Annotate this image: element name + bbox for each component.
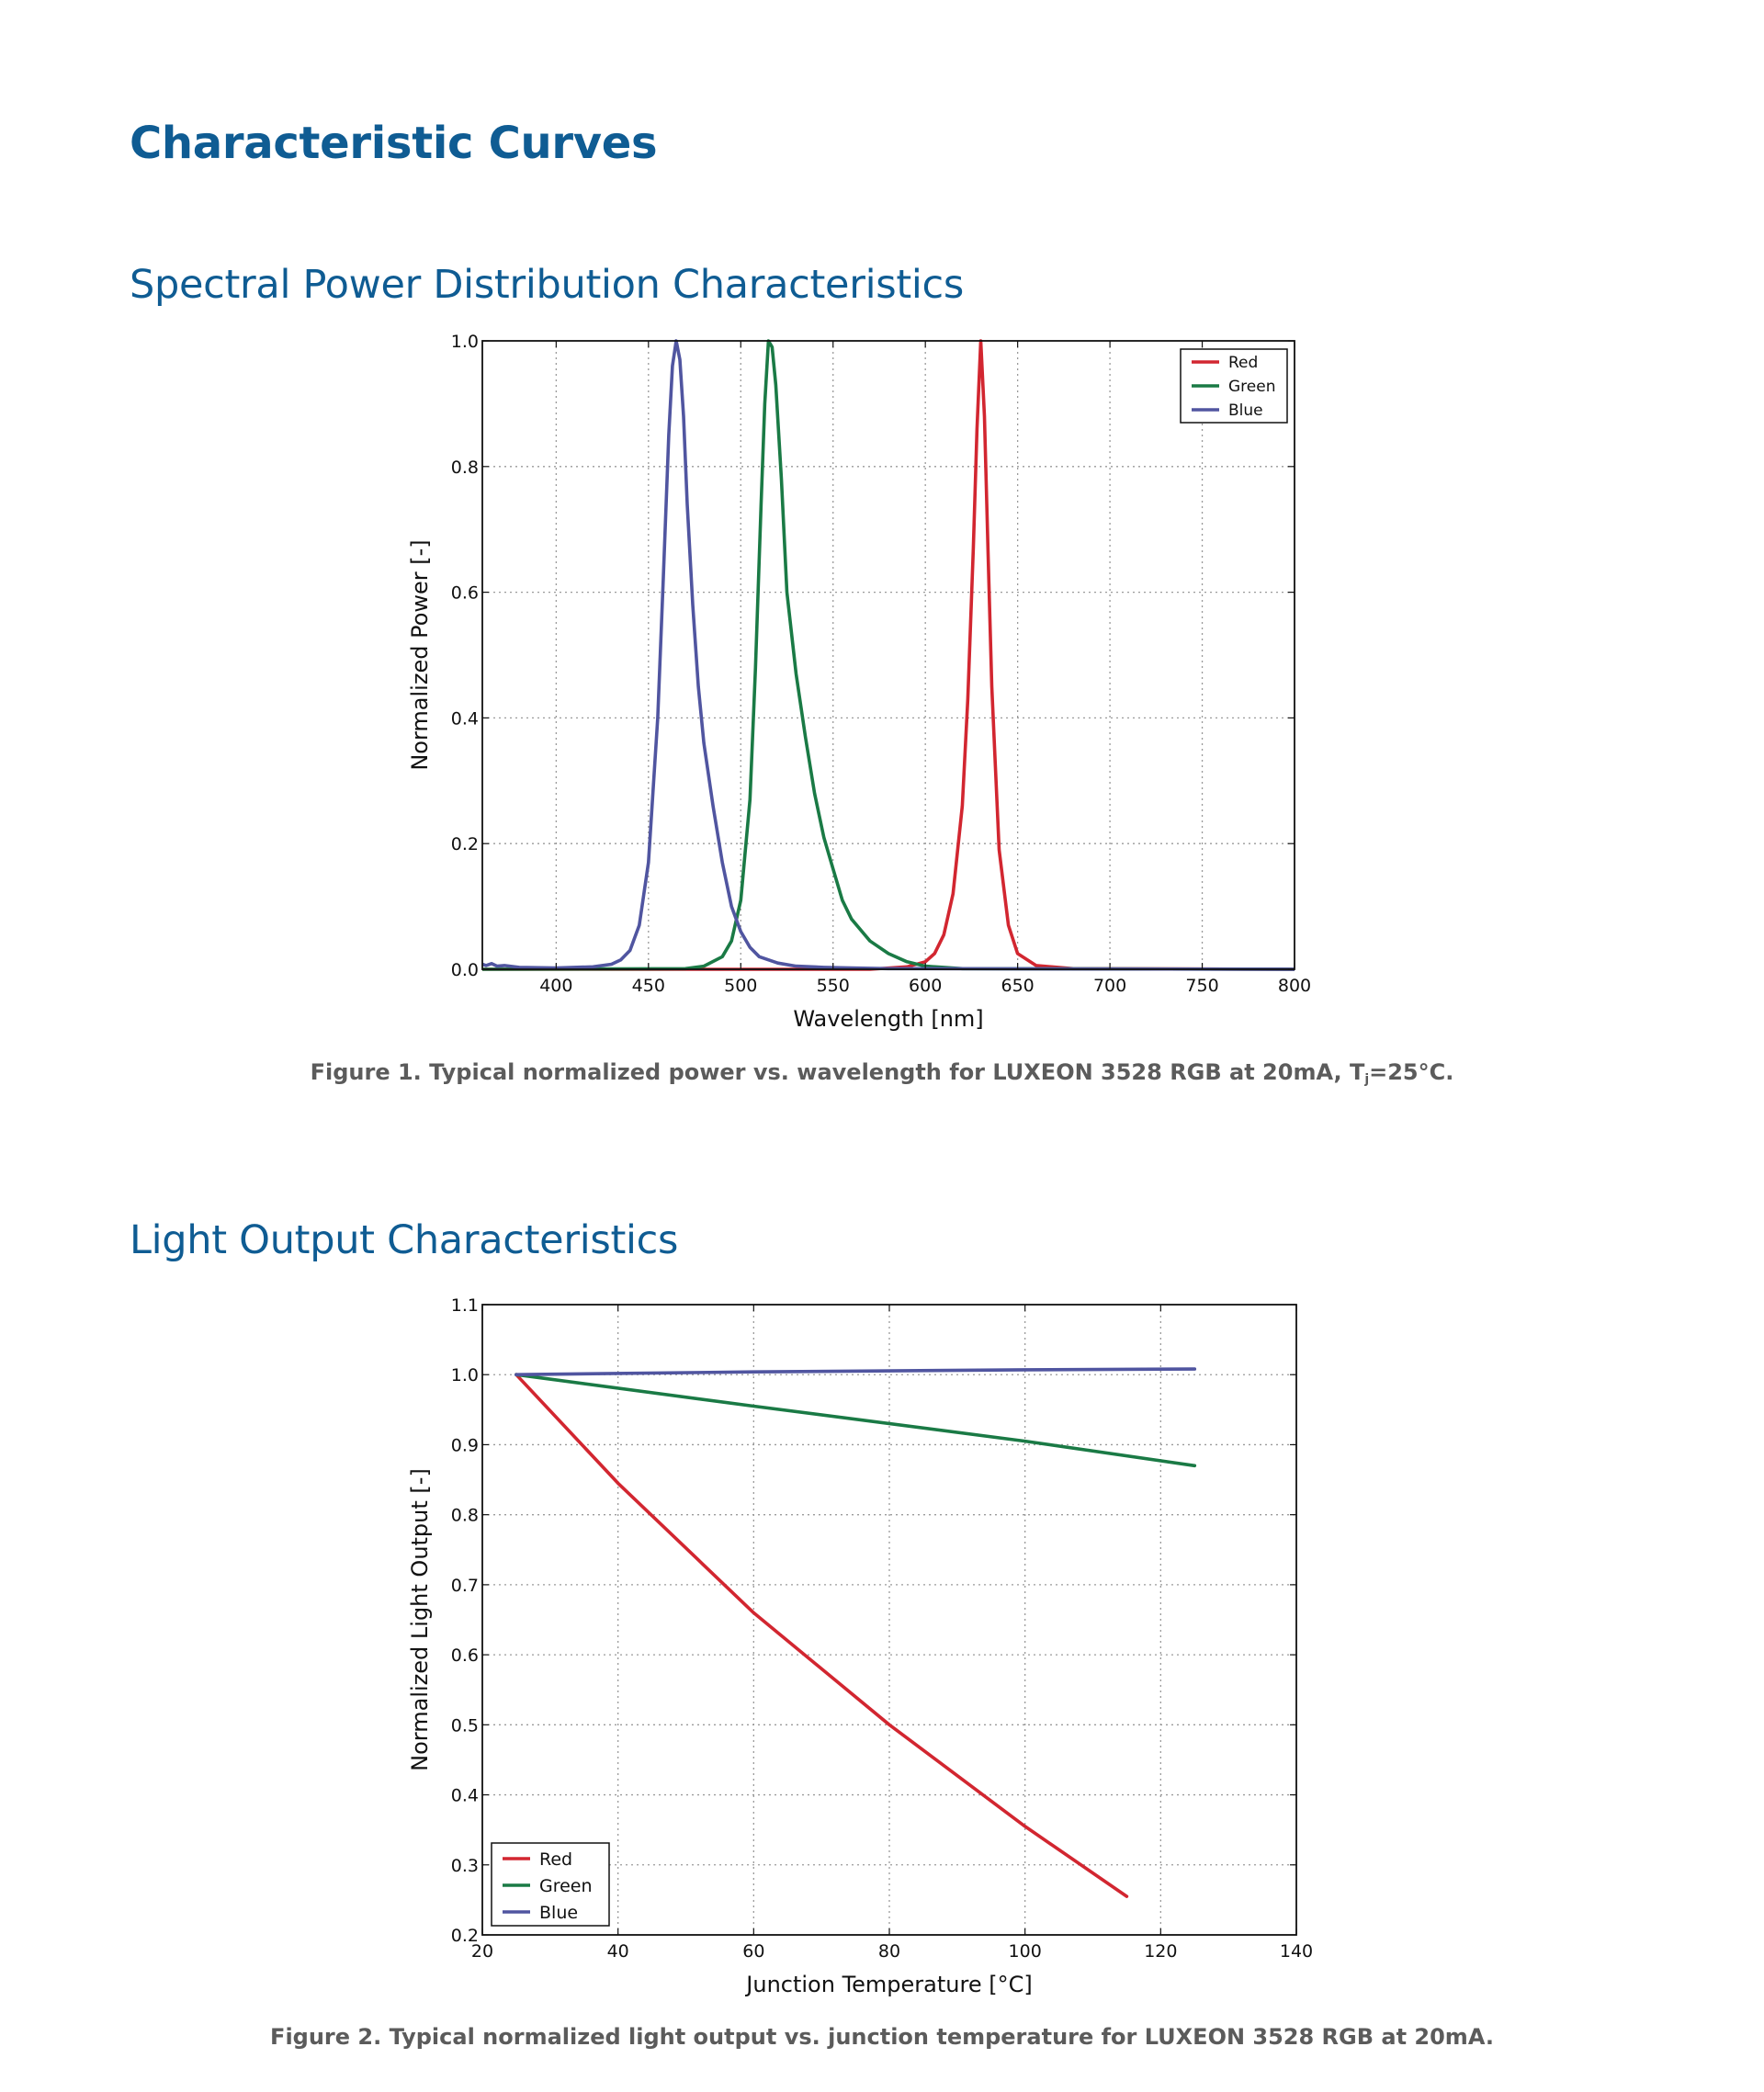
chart2-series-blue-line [514,1367,1197,1376]
chart2-xtick-label-4: 100 [1009,1941,1042,1962]
spectral-power-chart: 400 450 500 550 600 650 700 750 800 0.0 0.2 0.4 0.6 0… [407,332,1311,1032]
chart1-xtick-label-3: 550 [817,976,850,996]
page-title: Characteristic Curves [130,118,658,169]
chart2-legend-label-green: Green [539,1876,593,1896]
figure-1-caption: Figure 1. Typical normalized power vs. w… [0,1059,1764,1087]
chart2-ytick-label-9: 1.1 [451,1295,479,1316]
chart2-ytick-label-4: 0.6 [451,1645,479,1666]
chart1-ytick-label-4: 0.8 [451,458,479,478]
section-title-spectral: Spectral Power Distribution Characterist… [130,262,964,308]
chart2-xtick-label-3: 80 [878,1941,900,1962]
chart1-legend-label-red: Red [1228,354,1258,372]
chart2-xaxis-label: Junction Temperature [°C] [744,1972,1032,1997]
chart1-series-red-line [482,339,1295,971]
chart2-xtick-label-6: 140 [1280,1941,1313,1962]
chart1-series-green-line [482,339,1295,971]
chart1-ytick-label-2: 0.4 [451,708,479,729]
chart1-ytick-label-0: 0.0 [451,960,479,980]
chart1-xtick-label-4: 600 [909,976,942,996]
chart2-xtick-label-2: 60 [742,1941,764,1962]
chart1-legend-label-green: Green [1228,378,1275,396]
chart1-xtick-label-0: 400 [539,976,572,996]
chart2-ytick-label-2: 0.4 [451,1786,479,1806]
chart1-legend-label-blue: Blue [1228,401,1263,420]
chart2-ytick-label-6: 0.8 [451,1506,479,1526]
chart2-legend-label-blue: Blue [539,1903,578,1923]
chart2-xtick-label-0: 20 [471,1941,493,1962]
chart2-yaxis-label: Normalized Light Output [-] [407,1468,433,1771]
chart1-xtick-label-2: 500 [724,976,757,996]
figure-1-caption-text: Figure 1. Typical normalized power vs. w… [310,1059,1365,1085]
chart2-ytick-label-1: 0.3 [451,1856,479,1876]
chart2-legend-label-red: Red [539,1849,572,1870]
chart2-series-green-line [514,1373,1197,1468]
chart2-ytick-label-3: 0.5 [451,1715,479,1736]
chart1-xtick-label-7: 750 [1185,976,1218,996]
chart1-plot-frame [481,340,1295,970]
chart2-ytick-label-7: 0.9 [451,1435,479,1455]
chart1-yaxis-label: Normalized Power [-] [407,539,433,770]
chart2-ytick-label-0: 0.2 [451,1926,479,1946]
chart1-ytick-label-5: 1.0 [451,332,479,352]
chart2-series-red-line [514,1373,1129,1898]
chart2-ytick-label-5: 0.7 [451,1576,479,1596]
chart2-ytick-label-8: 1.0 [451,1365,479,1385]
figure-1-caption-subscript: j [1364,1072,1370,1087]
chart2-xtick-label-5: 120 [1144,1941,1177,1962]
chart1-xtick-label-1: 450 [632,976,665,996]
chart1-xaxis-label: Wavelength [nm] [793,1006,983,1032]
chart1-xtick-label-5: 650 [1001,976,1035,996]
figure-1-caption-end: =25°C. [1369,1059,1454,1085]
chart1-xtick-label-8: 800 [1278,976,1311,996]
chart1-xtick-label-6: 700 [1093,976,1126,996]
chart1-ytick-label-1: 0.2 [451,834,479,854]
figure-2-caption: Figure 2. Typical normalized light outpu… [270,2024,1494,2050]
chart2-xtick-label-1: 40 [607,1941,629,1962]
chart1-ytick-label-3: 0.6 [451,583,479,604]
section-title-light-output: Light Output Characteristics [130,1217,679,1263]
chart1-series-blue-line [482,339,1295,971]
light-output-chart: 20 40 60 80 100 120 140 0.2 0.3 0.4 0.5 0.6 0.7 0.8 0.… [407,1295,1313,1997]
